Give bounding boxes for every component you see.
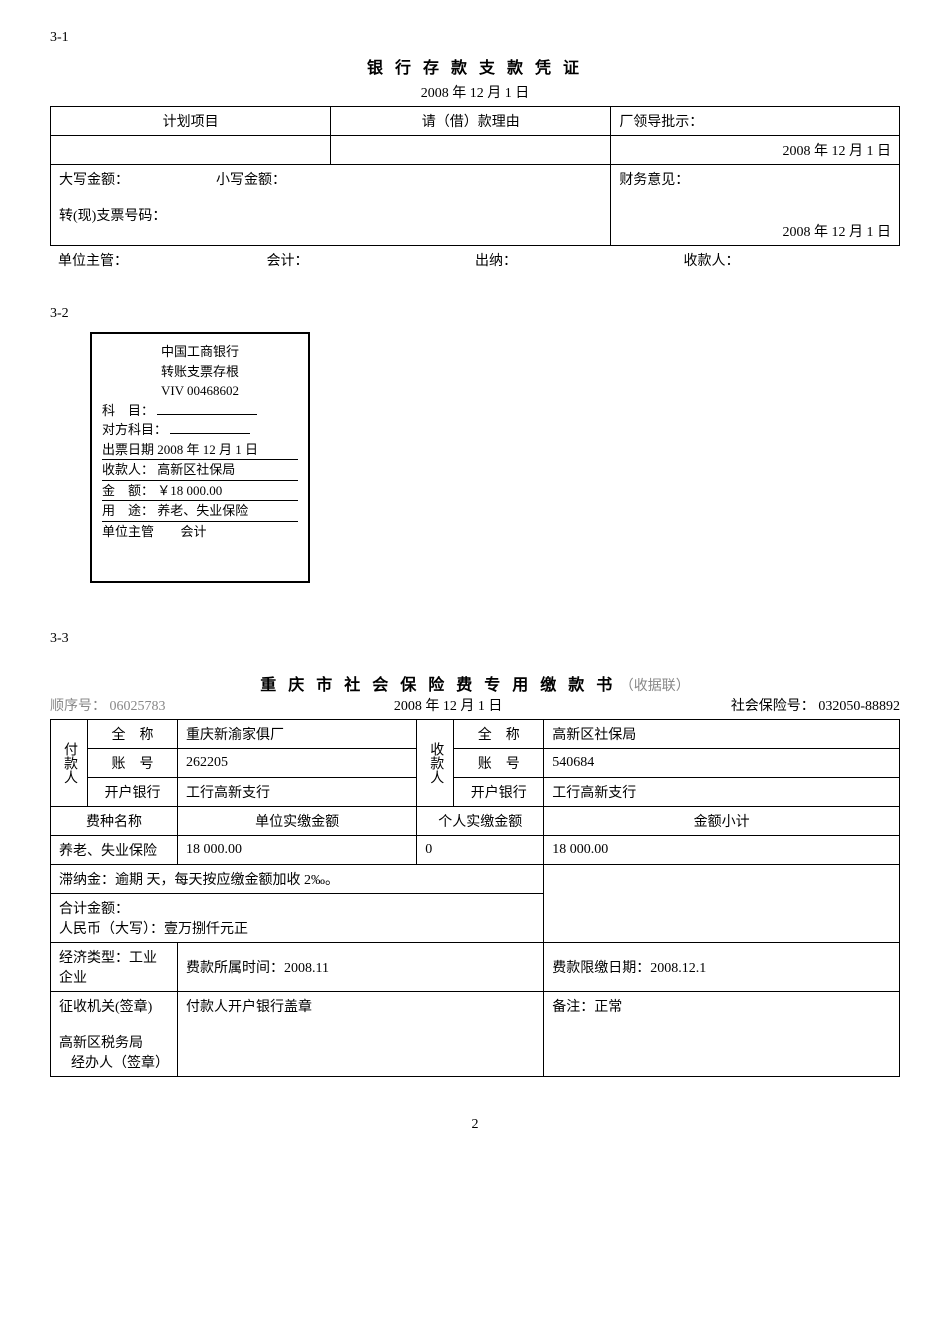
fee-subtotal: 18 000.00 bbox=[544, 836, 900, 865]
section-3-3: 3-3 重 庆 市 社 会 保 险 费 专 用 缴 款 书 （收据联） 顺序号：… bbox=[50, 631, 900, 1077]
payer-account: 262205 bbox=[178, 749, 417, 778]
payee-value: 高新区社保局 bbox=[157, 462, 235, 477]
counter-subject-field bbox=[170, 433, 250, 434]
section-label-2: 3-2 bbox=[50, 306, 900, 322]
payer-name-label: 全 称 bbox=[88, 720, 178, 749]
cheque-no-label: 转(现)支票号码： bbox=[59, 209, 166, 224]
seq-label: 顺序号： bbox=[50, 699, 106, 714]
sig-cashier: 出纳： bbox=[475, 250, 684, 270]
total-blank bbox=[544, 865, 900, 943]
fee-unit: 18 000.00 bbox=[178, 836, 417, 865]
amount-value: ￥18 000.00 bbox=[157, 483, 222, 498]
header-plan: 计划项目 bbox=[51, 107, 331, 136]
payment-table: 付款人 全 称 重庆新渝家俱厂 收款人 全 称 高新区社保局 账 号 26220… bbox=[50, 719, 900, 1077]
section-label-1: 3-1 bbox=[50, 30, 900, 46]
period: 费款所属时间：2008.11 bbox=[178, 943, 544, 992]
handler-label: 经办人（签章） bbox=[59, 1052, 169, 1072]
purpose-label: 用 途： bbox=[102, 503, 154, 518]
payee-bank-label: 开户银行 bbox=[454, 778, 544, 807]
sig-payee: 收款人： bbox=[684, 250, 893, 270]
late-fee: 滞纳金：逾期 天，每天按应缴金额加收 2‰。 bbox=[51, 865, 544, 894]
section-label-3: 3-3 bbox=[50, 631, 900, 647]
total-label: 合计金额： bbox=[59, 898, 535, 918]
page-number: 2 bbox=[50, 1117, 900, 1133]
deadline: 费款限缴日期：2008.12.1 bbox=[544, 943, 900, 992]
stub-number: VIV 00468602 bbox=[102, 381, 298, 401]
section-3-2: 3-2 中国工商银行 转账支票存根 VIV 00468602 科 目： 对方科目… bbox=[50, 306, 900, 583]
header-reason: 请（借）款理由 bbox=[331, 107, 611, 136]
stub-purpose: 用 途： 养老、失业保险 bbox=[102, 501, 298, 522]
voucher-date: 2008 年 12 月 1 日 bbox=[50, 82, 900, 102]
issue-date-label: 出票日期 bbox=[102, 442, 154, 457]
stub-accountant: 会计 bbox=[181, 524, 207, 539]
payee-name-label: 全 称 bbox=[454, 720, 544, 749]
section-3-1: 3-1 银 行 存 款 支 款 凭 证 2008 年 12 月 1 日 计划项目… bbox=[50, 30, 900, 274]
sig-supervisor: 单位主管： bbox=[58, 250, 267, 270]
stub-issue-date: 出票日期 2008 年 12 月 1 日 bbox=[102, 440, 298, 461]
issue-date-value: 2008 年 12 月 1 日 bbox=[157, 442, 258, 457]
seq-value: 06025783 bbox=[110, 699, 166, 714]
total-cell: 合计金额： 人民币（大写）：壹万捌仟元正 bbox=[51, 894, 544, 943]
cheque-stub: 中国工商银行 转账支票存根 VIV 00468602 科 目： 对方科目： 出票… bbox=[90, 332, 310, 583]
economy-type: 经济类型：工业企业 bbox=[51, 943, 178, 992]
payer-name: 重庆新渝家俱厂 bbox=[178, 720, 417, 749]
payer-header: 付款人 bbox=[51, 720, 88, 807]
col-subtotal: 金额小计 bbox=[544, 807, 900, 836]
payer-account-label: 账 号 bbox=[88, 749, 178, 778]
total-words: 人民币（大写）：壹万捌仟元正 bbox=[59, 918, 535, 938]
payee-name: 高新区社保局 bbox=[544, 720, 900, 749]
stub-subject: 科 目： bbox=[102, 401, 298, 421]
stub-bank: 中国工商银行 bbox=[102, 342, 298, 362]
finance-opinion-cell: 财务意见： 2008 年 12 月 1 日 bbox=[611, 165, 900, 246]
subject-field bbox=[157, 414, 257, 415]
payee-account: 540684 bbox=[544, 749, 900, 778]
stub-amount: 金 额： ￥18 000.00 bbox=[102, 481, 298, 502]
subject-label: 科 目： bbox=[102, 403, 154, 418]
payment-title: 重 庆 市 社 会 保 险 费 专 用 缴 款 书 bbox=[260, 677, 616, 694]
amount-label: 金 额： bbox=[102, 483, 154, 498]
payment-title-suffix: （收据联） bbox=[620, 679, 690, 694]
header-approval: 厂领导批示： bbox=[611, 107, 900, 136]
stub-supervisor: 单位主管 bbox=[102, 524, 154, 539]
purpose-value: 养老、失业保险 bbox=[157, 503, 248, 518]
stub-counter-subject: 对方科目： bbox=[102, 420, 298, 440]
upper-amount-label: 大写金额： bbox=[59, 173, 129, 188]
plan-cell bbox=[51, 136, 331, 165]
payee-header: 收款人 bbox=[417, 720, 454, 807]
finance-date: 2008 年 12 月 1 日 bbox=[619, 221, 891, 241]
voucher-table: 计划项目 请（借）款理由 厂领导批示： 2008 年 12 月 1 日 大写金额… bbox=[50, 106, 900, 246]
reason-cell bbox=[331, 136, 611, 165]
col-unit-amount: 单位实缴金额 bbox=[178, 807, 417, 836]
col-personal-amount: 个人实缴金额 bbox=[417, 807, 544, 836]
amount-cell: 大写金额： 小写金额： 转(现)支票号码： bbox=[51, 165, 611, 246]
lower-amount-label: 小写金额： bbox=[216, 173, 286, 188]
fee-name: 养老、失业保险 bbox=[51, 836, 178, 865]
payee-label: 收款人： bbox=[102, 462, 154, 477]
stub-title: 转账支票存根 bbox=[102, 362, 298, 382]
payment-meta: 顺序号： 06025783 2008 年 12 月 1 日 社会保险号： 032… bbox=[50, 695, 900, 715]
stub-payee: 收款人： 高新区社保局 bbox=[102, 460, 298, 481]
payee-bank: 工行高新支行 bbox=[544, 778, 900, 807]
authority-label: 征收机关(签章) bbox=[59, 996, 169, 1016]
ssn-value: 032050-88892 bbox=[818, 699, 900, 714]
payer-bank-label: 开户银行 bbox=[88, 778, 178, 807]
stub-sig-row: 单位主管 会计 bbox=[102, 522, 298, 542]
counter-subject-label: 对方科目： bbox=[102, 422, 167, 437]
finance-opinion-label: 财务意见： bbox=[619, 173, 689, 188]
col-fee-name: 费种名称 bbox=[51, 807, 178, 836]
signature-row: 单位主管： 会计： 出纳： 收款人： bbox=[50, 246, 900, 274]
authority-cell: 征收机关(签章) 高新区税务局 经办人（签章） bbox=[51, 992, 178, 1077]
approval-date: 2008 年 12 月 1 日 bbox=[611, 136, 900, 165]
payment-title-row: 重 庆 市 社 会 保 险 费 专 用 缴 款 书 （收据联） bbox=[50, 671, 900, 695]
fee-personal: 0 bbox=[417, 836, 544, 865]
sig-accountant: 会计： bbox=[267, 250, 476, 270]
authority-value: 高新区税务局 bbox=[59, 1032, 169, 1052]
voucher-title: 银 行 存 款 支 款 凭 证 bbox=[50, 54, 900, 78]
payer-bank: 工行高新支行 bbox=[178, 778, 417, 807]
payment-date: 2008 年 12 月 1 日 bbox=[394, 695, 503, 715]
bank-stamp: 付款人开户银行盖章 bbox=[178, 992, 544, 1077]
ssn-label: 社会保险号： bbox=[731, 699, 815, 714]
payee-account-label: 账 号 bbox=[454, 749, 544, 778]
remark: 备注：正常 bbox=[544, 992, 900, 1077]
